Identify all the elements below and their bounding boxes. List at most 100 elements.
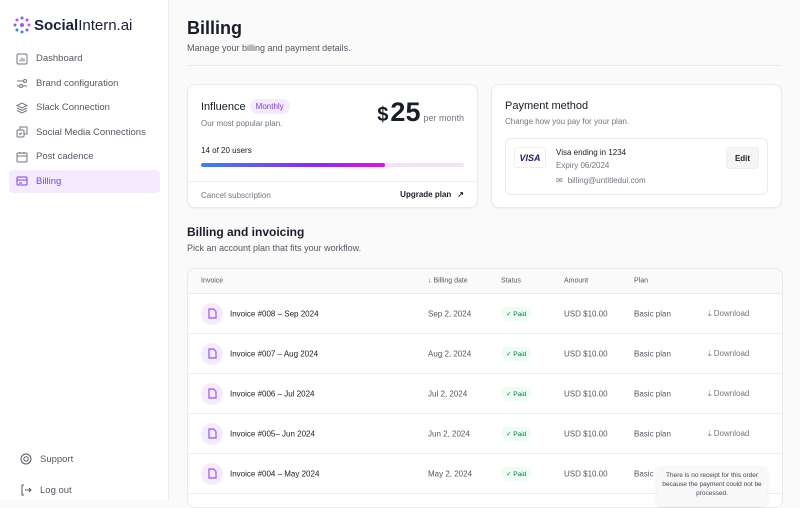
invoice-name[interactable]: Invoice #008 – Sep 2024	[230, 309, 319, 318]
cancel-subscription-link[interactable]: Cancel subscription	[201, 191, 271, 200]
price-currency: $	[377, 104, 389, 126]
usage-progress-bar	[201, 163, 464, 167]
logo[interactable]: Social Intern.ai	[13, 16, 132, 34]
header-status[interactable]: Status	[501, 277, 521, 285]
download-button[interactable]: ⤓ Download	[708, 389, 749, 399]
download-icon: ⤓	[708, 308, 714, 318]
sidebar: Social Intern.ai Dashboard Brand configur…	[0, 0, 169, 500]
logout-link[interactable]: Log out	[20, 484, 160, 496]
support-link[interactable]: Support	[20, 453, 160, 465]
users-count: 14 of 20 users	[201, 146, 252, 155]
amount: USD $10.00	[564, 469, 608, 478]
table-row: Invoice #007 – Aug 2024 Aug 2, 2024 ✓ Pa…	[188, 334, 782, 374]
file-icon	[201, 342, 223, 365]
price-amount: 25	[390, 97, 421, 127]
sidebar-item-post-cadence[interactable]: Post cadence	[9, 145, 160, 168]
sidebar-nav: Dashboard Brand configuration Slack Conn…	[9, 47, 160, 194]
invoice-name[interactable]: Invoice #005– Jun 2024	[230, 429, 315, 438]
status-label: Paid	[513, 470, 527, 478]
page-title: Billing	[187, 18, 242, 38]
plan-name: Basic plan	[634, 389, 671, 398]
status-badge: ✓ Paid	[501, 386, 532, 401]
payment-description: Change how you pay for your plan.	[505, 117, 630, 126]
header-amount[interactable]: Amount	[564, 277, 589, 285]
sidebar-item-slack-connection[interactable]: Slack Connection	[9, 96, 160, 119]
copy-check-icon	[16, 126, 28, 138]
plan-name: Influence	[201, 100, 246, 113]
sidebar-item-label: Dashboard	[36, 53, 83, 64]
sidebar-item-label: Slack Connection	[36, 102, 110, 113]
credit-card-icon	[16, 176, 28, 186]
billing-date: Aug 2, 2024	[428, 349, 472, 358]
billing-date: Sep 2, 2024	[428, 309, 472, 318]
sidebar-item-social-media-connections[interactable]: Social Media Connections	[9, 121, 160, 144]
file-icon	[201, 302, 223, 325]
edit-payment-button[interactable]: Edit	[726, 147, 759, 169]
sliders-icon	[17, 79, 27, 88]
file-icon	[201, 422, 223, 445]
download-label: Download	[713, 428, 750, 438]
sidebar-item-label: Post cadence	[36, 151, 94, 162]
status-badge: ✓ Paid	[501, 306, 532, 321]
layers-icon	[16, 101, 28, 114]
status-badge: ✓ Paid	[501, 346, 532, 361]
download-button[interactable]: ⤓ Download	[708, 349, 749, 359]
arrow-down-icon: ↓	[428, 277, 434, 285]
mail-icon: ✉	[556, 176, 563, 185]
header-invoice[interactable]: Invoice	[201, 277, 224, 285]
table-row: Invoice #008 – Sep 2024 Sep 2, 2024 ✓ Pa…	[188, 294, 782, 334]
log-out-icon	[21, 484, 32, 496]
plan-name: Basic	[634, 469, 654, 478]
status-label: Paid	[513, 310, 527, 318]
invoice-name[interactable]: Invoice #006 – Jul 2024	[230, 389, 315, 398]
logout-label: Log out	[40, 484, 72, 496]
status-badge: ✓ Paid	[501, 466, 532, 481]
table-row: Invoice #004 – May 2024 May 2, 2024 ✓ Pa…	[188, 454, 782, 494]
logo-text-bold: Social	[34, 16, 79, 34]
download-icon: ⤓	[708, 428, 714, 438]
table-row: Invoice #006 – Jul 2024 Jul 2, 2024 ✓ Pa…	[188, 374, 782, 414]
header-billing-date[interactable]: ↓ Billing date	[428, 278, 468, 285]
support-label: Support	[40, 453, 74, 465]
sidebar-item-dashboard[interactable]: Dashboard	[9, 47, 160, 70]
amount: USD $10.00	[564, 429, 608, 438]
arrow-up-right-icon: ↗	[457, 190, 464, 199]
main-content: Billing Manage your billing and payment …	[169, 0, 800, 508]
plan-name: Basic plan	[634, 309, 671, 318]
invoicing-title: Billing and invoicing	[187, 225, 305, 239]
download-label: Download	[713, 348, 750, 358]
sidebar-item-label: Billing	[36, 175, 62, 187]
invoice-name[interactable]: Invoice #007 – Aug 2024	[230, 349, 319, 358]
download-button[interactable]: ⤓ Download	[708, 429, 749, 439]
price-period: per month	[423, 113, 464, 123]
invoice-name[interactable]: Invoice #004 – May 2024	[230, 469, 320, 478]
download-icon: ⤓	[708, 388, 714, 398]
file-icon	[201, 462, 223, 485]
plan-badge: Monthly	[249, 99, 290, 114]
billing-date: Jul 2, 2024	[428, 389, 468, 398]
plan-name: Basic plan	[634, 349, 671, 358]
upgrade-plan-button[interactable]: Upgrade plan ↗	[400, 190, 464, 199]
visa-logo: VISA	[514, 147, 546, 168]
amount: USD $10.00	[564, 309, 608, 318]
sidebar-item-billing[interactable]: Billing	[9, 169, 160, 193]
plan-description: Our most popular plan.	[201, 119, 283, 128]
header-billing-date-label: Billing date	[433, 277, 468, 285]
divider	[187, 65, 782, 66]
payment-method-card: Payment method Change how you pay for yo…	[491, 84, 782, 208]
status-badge: ✓ Paid	[501, 426, 532, 441]
plan-name: Basic plan	[634, 429, 671, 438]
sidebar-item-brand-configuration[interactable]: Brand configuration	[9, 72, 160, 95]
plan-card: Influence Monthly Our most popular plan.…	[187, 84, 478, 208]
logo-icon	[13, 16, 31, 34]
header-plan[interactable]: Plan	[634, 277, 649, 285]
download-label: Download	[713, 388, 750, 398]
logo-text: Intern.ai	[78, 16, 133, 34]
file-icon	[201, 382, 223, 405]
status-label: Paid	[513, 390, 527, 398]
sidebar-item-label: Brand configuration	[36, 77, 119, 89]
table-header: Invoice ↓ Billing date Status Amount Pla…	[188, 269, 782, 294]
billing-date: May 2, 2024	[428, 469, 473, 478]
download-button[interactable]: ⤓ Download	[708, 309, 749, 319]
invoicing-description: Pick an account plan that fits your work…	[187, 243, 362, 253]
